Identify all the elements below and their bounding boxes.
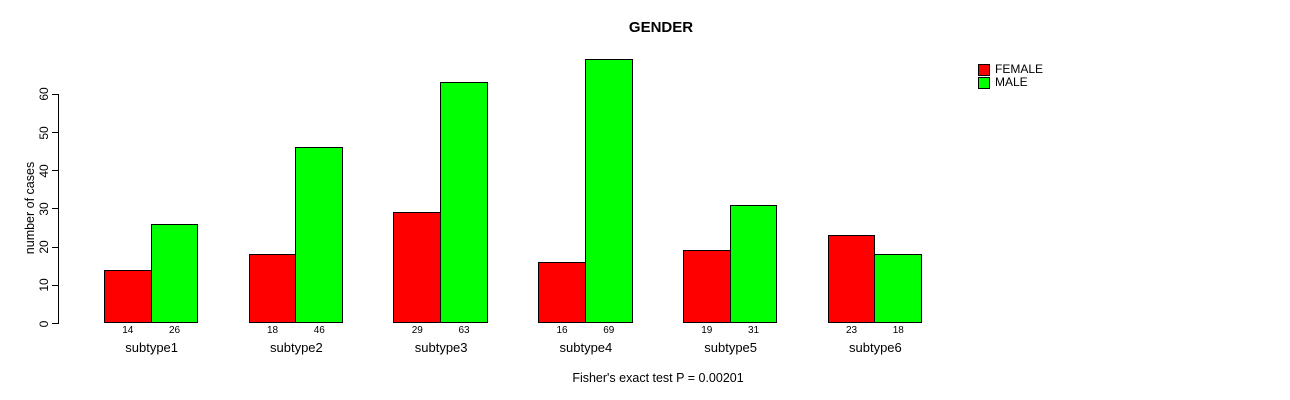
bar-female-subtype2 [248, 254, 297, 323]
bar-value-label: 23 [845, 325, 858, 336]
bar-male-subtype5 [729, 204, 778, 323]
y-tick [52, 132, 58, 133]
legend-item-male: MALE [978, 75, 1043, 89]
bar-value-label: 26 [168, 325, 181, 336]
bar-male-subtype3 [440, 82, 488, 323]
y-axis [58, 93, 59, 324]
bar-female-subtype3 [393, 212, 442, 323]
bar-value-label: 18 [892, 325, 904, 336]
y-tick-label: 20 [37, 240, 51, 254]
bar-value-label: 16 [556, 325, 568, 336]
category-label-subtype3: subtype3 [414, 340, 468, 355]
caption: Fisher's exact test P = 0.00201 [572, 371, 744, 385]
legend-swatch-male [978, 76, 990, 89]
category-label-subtype6: subtype6 [849, 340, 902, 355]
y-tick [52, 170, 58, 172]
legend-swatch-female [978, 63, 990, 76]
bar-male-subtype6 [874, 254, 923, 323]
bar-value-label: 63 [458, 325, 470, 336]
legend-item-female: FEMALE [978, 62, 1044, 76]
y-tick [52, 323, 58, 324]
category-label-subtype4: subtype4 [559, 340, 613, 355]
y-tick-label: 60 [37, 87, 51, 101]
bar-value-label: 29 [411, 325, 423, 336]
legend-label: MALE [995, 75, 1028, 89]
bar-value-label: 46 [313, 325, 325, 336]
y-tick-label: 30 [37, 202, 51, 216]
y-tick-label: 0 [37, 320, 51, 327]
y-tick-label: 50 [37, 125, 51, 140]
y-tick [52, 246, 58, 248]
bar-female-subtype5 [682, 250, 731, 323]
y-axis-label: number of cases [23, 161, 37, 255]
bar-male-subtype4 [584, 59, 633, 323]
bar-value-label: 19 [701, 325, 713, 336]
category-label-subtype5: subtype5 [704, 340, 758, 355]
y-tick-label: 40 [37, 164, 51, 178]
category-label-subtype2: subtype2 [270, 340, 323, 355]
bar-male-subtype1 [150, 223, 199, 323]
category-label-subtype1: subtype1 [125, 340, 179, 355]
bar-female-subtype6 [827, 235, 876, 323]
y-tick [52, 208, 58, 210]
bar-male-subtype2 [295, 147, 344, 323]
bar-value-label: 14 [122, 325, 134, 336]
bar-value-label: 31 [747, 325, 760, 336]
bar-value-label: 18 [266, 325, 279, 336]
y-tick [52, 93, 58, 95]
bar-female-subtype1 [103, 269, 152, 323]
y-tick-label: 10 [37, 278, 51, 292]
bar-value-label: 69 [603, 325, 615, 336]
chart-title: GENDER [628, 19, 694, 36]
bar-female-subtype4 [538, 261, 586, 323]
y-tick [52, 284, 58, 286]
legend-label: FEMALE [995, 62, 1044, 76]
legend: FEMALE MALE [978, 62, 1044, 89]
